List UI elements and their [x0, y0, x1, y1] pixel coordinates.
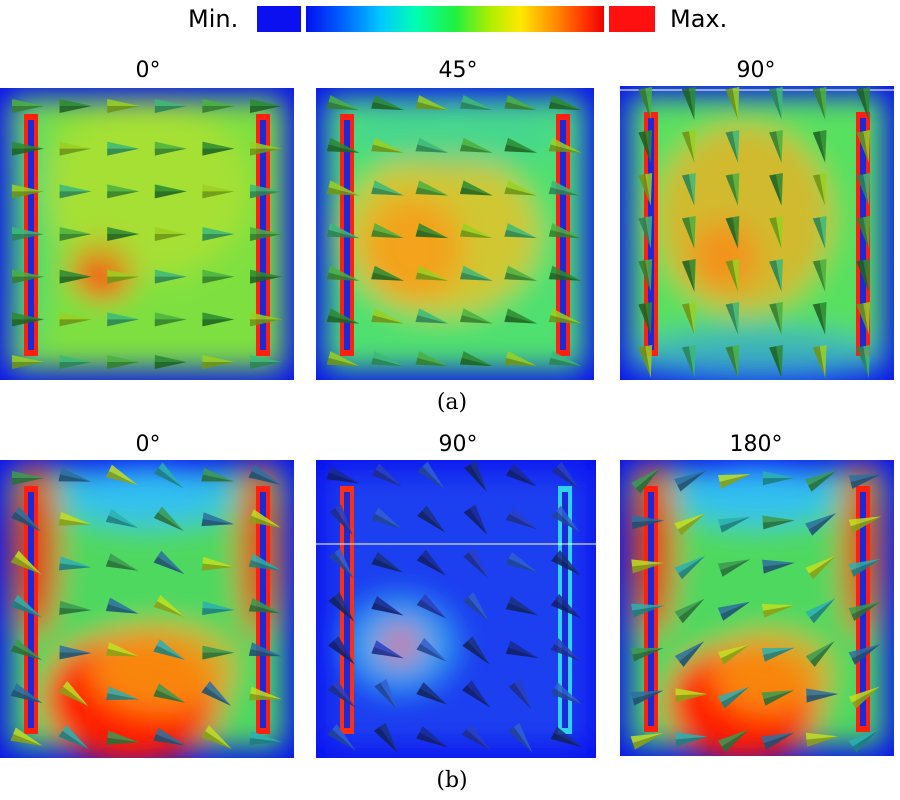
panel-a2-title: 45°: [438, 58, 478, 83]
colorbar-min-label: Min.: [188, 5, 239, 33]
panel-b2-title: 90°: [438, 432, 478, 457]
colorbar-gradient: [306, 6, 604, 32]
panel-a3-title: 90°: [736, 58, 776, 83]
field-panel-a3: [620, 86, 894, 380]
row-b-label: (b): [436, 768, 468, 793]
panel-b3-title: 180°: [729, 432, 783, 457]
row-a-label: (a): [436, 390, 468, 415]
colorbar-max-label: Max.: [670, 5, 728, 33]
field-panel-b3: [620, 460, 894, 756]
field-panel-a1: [0, 88, 294, 380]
field-panel-a2: [316, 88, 594, 380]
colorbar-min-swatch: [257, 6, 301, 32]
field-panel-b2: [316, 460, 596, 758]
field-panel-b1: [0, 460, 294, 758]
panel-b1-title: 0°: [135, 432, 161, 457]
panel-a1-title: 0°: [135, 58, 161, 83]
colorbar-max-swatch: [609, 6, 655, 32]
